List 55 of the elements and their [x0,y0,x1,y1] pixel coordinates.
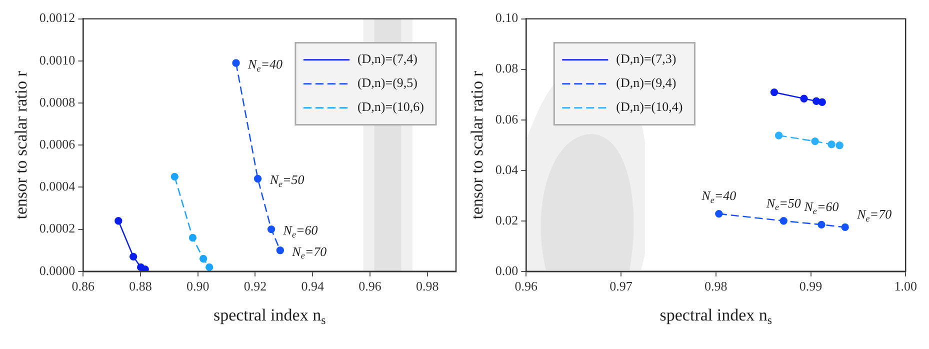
point [267,225,276,234]
y-tick-label: 0.0012 [39,10,76,26]
x-tick-label: 0.86 [72,278,96,294]
legend-label: (D,n)=(7,4) [357,51,418,66]
x-tick-label: 0.97 [610,278,633,294]
y-tick-label: 0.00 [495,262,518,278]
point [811,137,819,146]
y-axis-title: tensor to scalar ratio r [468,70,487,220]
point [114,217,122,225]
point [715,210,723,218]
y-tick-label: 0.08 [495,60,518,76]
x-tick-label: 0.88 [129,278,152,294]
x-tick-label: 0.92 [244,278,267,294]
x-tick-label: 0.94 [301,278,324,294]
x-tick-label: 1.00 [894,278,917,294]
point [254,174,262,183]
point [818,98,826,106]
x-tick-label: 0.96 [514,278,538,294]
point [774,132,783,140]
y-tick-label: 0.04 [495,162,519,177]
y-tick-label: 0.10 [495,10,518,26]
legend-label: (D,n)=(9,5) [357,75,418,90]
y-tick-label: 0.0004 [39,178,76,194]
legend-label: (D,n)=(9,4) [616,75,676,90]
point [170,172,178,181]
x-tick-label: 0.98 [416,278,439,294]
y-tick-label: 0.02 [495,212,518,228]
point [780,217,788,225]
point [836,142,844,150]
y-tick-label: 0.0006 [39,136,76,152]
point [141,265,149,272]
point [800,94,808,102]
point [199,254,208,263]
point [205,263,214,272]
point [828,140,836,148]
y-tick-label: 0.0002 [39,220,76,236]
point [818,220,826,229]
point [770,88,778,96]
x-tick-label: 0.90 [186,278,210,294]
legend-label: (D,n)=(10,4) [616,99,683,114]
y-axis-title: tensor to scalar ratio r [12,70,31,220]
y-tick-label: 0.06 [495,111,519,126]
x-tick-label: 0.98 [704,278,728,294]
legend-label: (D,n)=(7,3) [616,51,676,66]
x-tick-label: 0.96 [358,278,382,294]
point [841,223,849,232]
point [129,252,138,261]
point [232,59,240,67]
point [188,234,197,242]
point [276,246,284,254]
y-tick-label: 0.0000 [39,262,76,278]
y-tick-label: 0.0010 [39,52,76,68]
x-tick-label: 0.99 [799,278,822,294]
y-tick-label: 0.0008 [39,94,76,110]
legend-label: (D,n)=(10,6) [357,99,424,114]
